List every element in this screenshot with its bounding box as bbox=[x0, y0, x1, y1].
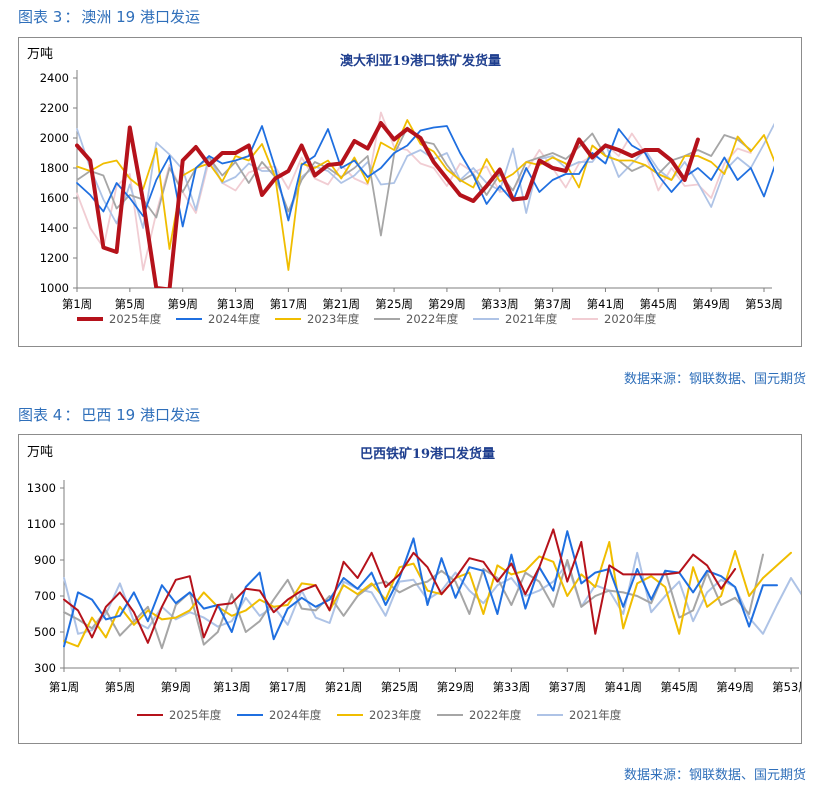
legend-label: 2022年度 bbox=[406, 312, 459, 326]
legend-label: 2021年度 bbox=[505, 312, 558, 326]
y-tick-label: 1100 bbox=[27, 517, 56, 531]
y-tick-label: 300 bbox=[34, 661, 56, 675]
x-tick-label: 第5周 bbox=[115, 297, 145, 311]
legend-label: 2023年度 bbox=[369, 708, 422, 722]
figure-label: 图表 3 bbox=[18, 8, 63, 26]
series-line-2022年度 bbox=[63, 553, 764, 650]
x-tick-label: 第13周 bbox=[217, 297, 255, 311]
y-tick-label: 1000 bbox=[40, 281, 69, 295]
chart-australia: 澳大利亚19港口铁矿发货量 万吨 1000 1200 1400 1600 1800 2000 2… bbox=[27, 47, 783, 326]
figure-title-3: 图表 3：澳洲 19 港口发运 bbox=[18, 8, 200, 26]
legend-label: 2025年度 bbox=[109, 312, 162, 326]
legend-label: 2022年度 bbox=[469, 708, 522, 722]
y-axis-label: 万吨 bbox=[27, 47, 53, 62]
x-tick-label: 第49周 bbox=[692, 297, 730, 311]
legend-label: 2025年度 bbox=[169, 708, 222, 722]
series-line-2025年度 bbox=[63, 528, 737, 644]
y-tick-label: 1200 bbox=[40, 251, 69, 265]
x-tick-label: 第25周 bbox=[375, 297, 413, 311]
figure-caption: 巴西 19 港口发运 bbox=[81, 406, 200, 424]
chart-title: 澳大利亚19港口铁矿发货量 bbox=[340, 53, 501, 69]
x-tick-label: 第21周 bbox=[322, 297, 360, 311]
x-tick-label: 第17周 bbox=[270, 297, 308, 311]
series-line-2025年度 bbox=[75, 121, 700, 288]
x-tick-label: 第29周 bbox=[437, 680, 475, 694]
x-tick-label: 第21周 bbox=[325, 680, 363, 694]
x-tick-label: 第13周 bbox=[213, 680, 251, 694]
x-tick-label: 第25周 bbox=[381, 680, 419, 694]
y-tick-label: 1300 bbox=[27, 481, 56, 495]
x-tick-label: 第29周 bbox=[428, 297, 466, 311]
chart-panel-brazil: 巴西铁矿19港口发货量 万吨 300 500 700 900 1100 1300 第1周 第5周 第… bbox=[18, 434, 802, 744]
x-tick-label: 第33周 bbox=[493, 680, 531, 694]
legend-label: 2024年度 bbox=[269, 708, 322, 722]
x-tick-label: 第33周 bbox=[481, 297, 519, 311]
series-group bbox=[63, 528, 801, 650]
x-tick-label: 第9周 bbox=[168, 297, 198, 311]
y-tick-label: 900 bbox=[34, 553, 56, 567]
y-tick-label: 1600 bbox=[40, 191, 69, 205]
figure-label: 图表 4 bbox=[18, 406, 63, 424]
x-tick-label: 第5周 bbox=[105, 680, 135, 694]
series-line-2024年度 bbox=[63, 530, 778, 648]
series-line-2023年度 bbox=[63, 541, 792, 648]
source-note-4: 数据来源：钢联数据、国元期货 bbox=[623, 768, 806, 783]
y-tick-label: 700 bbox=[34, 589, 56, 603]
y-tick-label: 2200 bbox=[40, 101, 69, 115]
x-tick-label: 第45周 bbox=[660, 680, 698, 694]
x-tick-label: 第41周 bbox=[604, 680, 642, 694]
y-tick-label: 1400 bbox=[40, 221, 69, 235]
chart-panel-australia: 澳大利亚19港口铁矿发货量 万吨 1000 1200 1400 1600 1800 2000 2… bbox=[18, 37, 802, 347]
legend-label: 2020年度 bbox=[604, 312, 657, 326]
x-tick-label: 第37周 bbox=[548, 680, 586, 694]
figure-title-4: 图表 4：巴西 19 港口发运 bbox=[18, 406, 200, 424]
y-axis-label: 万吨 bbox=[27, 445, 53, 460]
source-note-3: 数据来源：钢联数据、国元期货 bbox=[623, 372, 806, 387]
figure-caption: 澳洲 19 港口发运 bbox=[81, 8, 200, 26]
x-tick-label: 第9周 bbox=[161, 680, 191, 694]
y-tick-label: 2400 bbox=[40, 71, 69, 85]
series-group bbox=[75, 111, 774, 288]
x-tick-label: 第1周 bbox=[62, 297, 92, 311]
chart-brazil: 巴西铁矿19港口发货量 万吨 300 500 700 900 1100 1300 第1周 第5周 第… bbox=[27, 445, 801, 722]
chart-title: 巴西铁矿19港口发货量 bbox=[360, 446, 495, 462]
x-tick-label: 第37周 bbox=[534, 297, 572, 311]
x-tick-label: 第41周 bbox=[587, 297, 625, 311]
x-tick-label: 第53周 bbox=[745, 297, 783, 311]
y-tick-label: 1800 bbox=[40, 161, 69, 175]
legend-label: 2021年度 bbox=[569, 708, 622, 722]
x-tick-label: 第1周 bbox=[49, 680, 79, 694]
series-line-2020年度 bbox=[76, 111, 752, 271]
series-line-2021年度 bbox=[63, 551, 801, 635]
legend-label: 2023年度 bbox=[307, 312, 360, 326]
y-tick-label: 2000 bbox=[40, 131, 69, 145]
legend-label: 2024年度 bbox=[208, 312, 261, 326]
y-tick-label: 500 bbox=[34, 625, 56, 639]
x-tick-label: 第17周 bbox=[269, 680, 307, 694]
x-tick-label: 第53周 bbox=[772, 680, 801, 694]
x-tick-label: 第49周 bbox=[716, 680, 754, 694]
x-tick-label: 第45周 bbox=[639, 297, 677, 311]
